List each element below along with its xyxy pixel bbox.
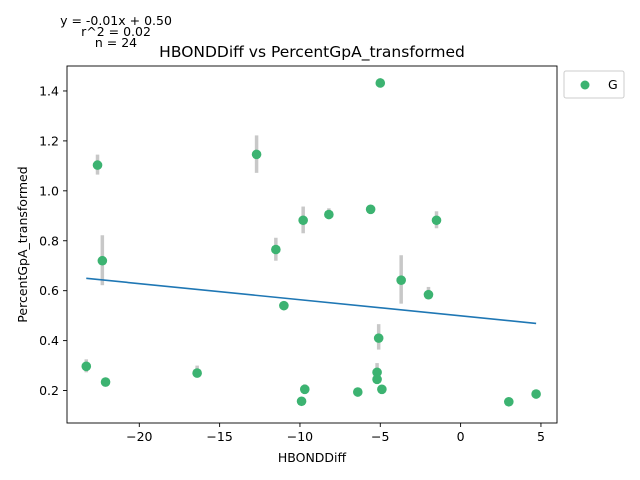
data-point bbox=[372, 367, 382, 378]
y-tick-label: 1.4 bbox=[39, 83, 59, 98]
data-point bbox=[299, 384, 310, 395]
data-point bbox=[377, 384, 387, 395]
chart-title: HBONDDiff vs PercentGpA_transformed bbox=[159, 43, 465, 62]
data-point bbox=[531, 389, 541, 399]
y-tick-label: 1.0 bbox=[39, 183, 59, 198]
data-point bbox=[431, 215, 442, 226]
x-tick-label: −15 bbox=[206, 429, 232, 444]
y-tick-label: 0.6 bbox=[39, 283, 59, 298]
data-point bbox=[504, 396, 514, 407]
data-points bbox=[81, 78, 541, 407]
legend-entry-g: G bbox=[608, 77, 618, 92]
x-axis-label: HBONDDiff bbox=[278, 450, 347, 465]
y-tick-label: 0.8 bbox=[39, 233, 59, 248]
y-tick-label: 1.2 bbox=[39, 133, 59, 148]
data-point bbox=[396, 275, 406, 286]
x-tick-label: −20 bbox=[126, 429, 152, 444]
x-tick-label: −10 bbox=[287, 429, 313, 444]
legend-marker bbox=[580, 80, 590, 90]
data-point bbox=[271, 244, 281, 255]
y-axis-label: PercentGpA_transformed bbox=[15, 166, 30, 322]
data-point bbox=[373, 333, 384, 343]
data-point bbox=[279, 300, 289, 311]
y-tick-label: 0.4 bbox=[39, 333, 59, 348]
data-point bbox=[372, 374, 382, 385]
data-point bbox=[192, 368, 202, 378]
legend: G bbox=[563, 70, 625, 99]
data-point bbox=[296, 396, 307, 407]
y-axis-ticks: 0.2 0.4 0.6 0.8 1.0 1.2 1.4 bbox=[39, 83, 67, 398]
data-point bbox=[97, 255, 108, 266]
x-tick-label: −5 bbox=[371, 429, 389, 444]
x-tick-label: 0 bbox=[457, 429, 465, 444]
data-point bbox=[100, 377, 111, 387]
data-point bbox=[352, 387, 363, 397]
plot-frame bbox=[66, 65, 558, 424]
data-point bbox=[324, 209, 334, 220]
r-squared-label: r^2 = 0.02 bbox=[81, 24, 151, 39]
data-point bbox=[81, 361, 92, 372]
y-tick-label: 0.2 bbox=[39, 383, 59, 398]
data-point bbox=[365, 204, 376, 215]
sample-size-label: n = 24 bbox=[95, 35, 137, 50]
data-point bbox=[375, 78, 386, 88]
data-point bbox=[423, 289, 434, 300]
data-point bbox=[251, 149, 262, 160]
regression-line bbox=[86, 277, 537, 325]
legend-box bbox=[563, 70, 625, 99]
data-point bbox=[92, 160, 103, 170]
x-axis-ticks: −20 −15 −10 −5 0 5 bbox=[126, 423, 545, 444]
x-tick-label: 5 bbox=[537, 429, 545, 444]
data-point bbox=[298, 215, 308, 226]
fit-line-group bbox=[86, 277, 537, 325]
regression-equation: y = -0.01x + 0.50 bbox=[60, 13, 172, 28]
